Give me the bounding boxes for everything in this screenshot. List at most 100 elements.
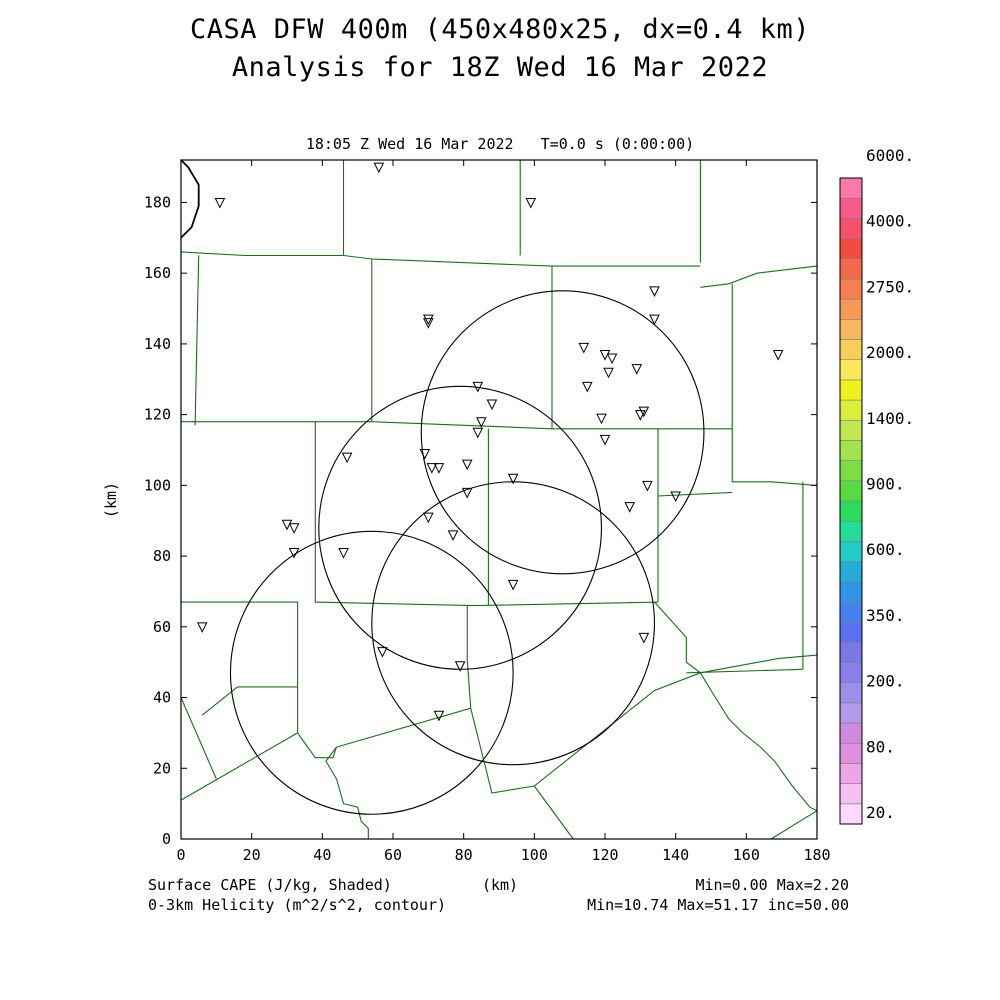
- helicity-contour: [180, 159, 200, 239]
- station-marker: [507, 579, 519, 591]
- colorbar-swatch: [839, 581, 863, 603]
- x-tick-label: 40: [313, 846, 331, 864]
- colorbar-swatch: [839, 601, 863, 623]
- colorbar-swatch: [839, 520, 863, 542]
- y-tick-label: 40: [153, 689, 171, 707]
- station-marker: [288, 523, 300, 534]
- colorbar-swatch: [839, 238, 863, 260]
- county-boundary: [466, 605, 472, 709]
- y-tick-label: 160: [144, 264, 171, 282]
- x-tick-label: 20: [243, 846, 261, 864]
- station-marker: [377, 647, 388, 658]
- station-marker: [196, 622, 208, 633]
- radar-range-circle: [318, 385, 603, 670]
- county-boundary: [686, 668, 803, 674]
- plot-area: [180, 159, 818, 840]
- y-tick-label: 20: [153, 759, 171, 777]
- colorbar-swatch: [839, 177, 863, 199]
- station-marker: [635, 410, 646, 421]
- colorbar-swatch: [839, 379, 863, 401]
- station-marker: [447, 530, 459, 541]
- colorbar-frame: [839, 177, 863, 825]
- county-boundaries: [180, 160, 818, 840]
- colorbar-swatch: [839, 218, 863, 239]
- x-axis-ticks: 0 20 40 60 80 100 120 140 160 180: [176, 160, 831, 864]
- cape-colorbar: 20. 80. 200. 350. 600. 900. 1400. 2000. 2750. 400…: [839, 146, 914, 825]
- colorbar-swatch: [839, 298, 863, 320]
- station-marker: [606, 353, 618, 365]
- station-marker: [649, 314, 660, 326]
- county-boundary: [336, 654, 818, 794]
- county-boundary: [181, 601, 299, 733]
- station-marker: [476, 417, 487, 428]
- county-boundary: [657, 491, 733, 497]
- colorbar-label: 4000.: [866, 212, 914, 231]
- y-tick-label: 100: [144, 476, 171, 494]
- radar-range-circles: [229, 290, 705, 815]
- colorbar-swatch: [839, 399, 863, 421]
- colorbar-swatch: [839, 278, 863, 300]
- station-marker: [603, 367, 614, 379]
- county-boundary: [180, 251, 344, 257]
- x-tick-label: 160: [733, 846, 760, 864]
- colorbar-swatch: [839, 742, 863, 764]
- x-tick-label: 140: [662, 846, 689, 864]
- colorbar-swatch: [839, 722, 863, 744]
- colorbar-swatch: [839, 359, 863, 381]
- station-marker: [472, 381, 484, 393]
- footer-stats-2: Min=10.74 Max=51.17 inc=50.00: [587, 896, 849, 914]
- station-marker: [596, 413, 607, 425]
- station-marker: [433, 710, 445, 722]
- station-marker: [578, 342, 590, 354]
- y-axis-ticks: 0 20 40 60 80 100 120 140 160 180: [144, 193, 817, 848]
- county-boundary: [181, 259, 373, 423]
- station-marker: [772, 350, 784, 361]
- colorbar-swatch: [839, 460, 863, 482]
- county-boundary: [194, 255, 200, 426]
- colorbar-swatch: [839, 258, 863, 280]
- county-boundary: [314, 421, 659, 607]
- colorbar-swatch: [839, 561, 863, 583]
- colorbar-swatch: [839, 682, 863, 704]
- plot-frame: [180, 159, 818, 840]
- station-marker: [423, 314, 434, 326]
- station-marker: [638, 406, 650, 418]
- radar-range-circle: [371, 481, 656, 766]
- station-marker: [642, 480, 653, 492]
- x-tick-label: 0: [176, 846, 185, 864]
- colorbar-swatch: [839, 440, 863, 461]
- county-boundary: [180, 697, 217, 780]
- county-boundary: [201, 686, 298, 716]
- station-marker: [624, 502, 636, 513]
- footer-stats-1: Min=0.00 Max=2.20: [695, 876, 849, 894]
- x-tick-label: 60: [384, 846, 402, 864]
- colorbar-swatch: [839, 702, 863, 724]
- colorbar-label: 1400.: [866, 409, 914, 428]
- y-tick-label: 80: [153, 547, 171, 565]
- colorbar-swatch: [839, 642, 863, 663]
- colorbar-label: 900.: [866, 475, 905, 494]
- county-boundary: [343, 254, 701, 267]
- y-axis-label: (km): [102, 482, 120, 518]
- x-tick-label: 180: [803, 846, 830, 864]
- colorbar-swatch: [839, 803, 863, 825]
- station-marker: [599, 350, 611, 361]
- colorbar-swatch: [839, 500, 863, 522]
- colorbar-label: 2750.: [866, 277, 914, 296]
- colorbar-swatch: [839, 763, 863, 784]
- y-tick-label: 180: [144, 193, 171, 211]
- title-line-1: CASA DFW 400m (450x480x25, dx=0.4 km): [190, 14, 810, 45]
- radar-range-circle: [229, 530, 514, 815]
- station-marker: [288, 548, 300, 559]
- station-marker: [461, 459, 473, 471]
- x-tick-label: 80: [455, 846, 473, 864]
- colorbar-swatch: [839, 480, 863, 502]
- station-marker: [486, 399, 498, 411]
- station-marker: [461, 487, 473, 499]
- footer-field-1: Surface CAPE (J/kg, Shaded): [148, 876, 392, 894]
- county-boundary: [654, 601, 818, 812]
- colorbar-swatch: [839, 662, 863, 683]
- station-marker: [214, 197, 226, 209]
- colorbar-label: 6000.: [866, 146, 914, 165]
